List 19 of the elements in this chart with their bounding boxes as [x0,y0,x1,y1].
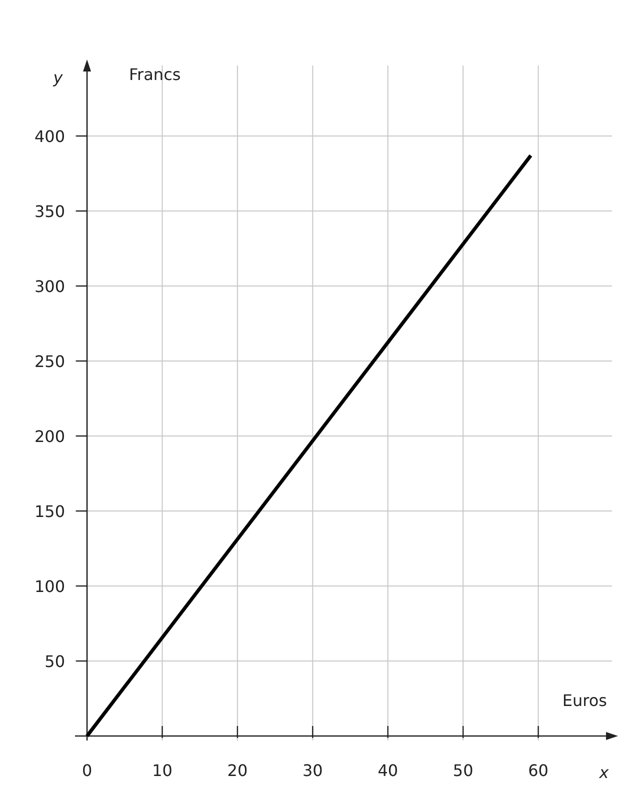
x-tick-label: 20 [227,761,248,780]
x-tick-label: 30 [302,761,323,780]
text: x [598,763,610,782]
y-tick-label: 150 [34,502,66,521]
y-axis-title: Francs [129,65,181,84]
y-tick-label: 250 [34,352,66,371]
y-tick-label: 300 [34,277,66,296]
y-tick-label: 50 [44,652,66,671]
x-tick-label: 50 [452,761,474,780]
text: y [52,68,64,87]
x-axis-title: Euros [562,691,607,710]
y-tick-label: 350 [34,202,66,221]
y-tick-label: 200 [34,427,66,446]
x-tick-label: 10 [152,761,172,780]
y-tick-label: 400 [34,127,66,146]
x-tick-label: 40 [378,761,398,780]
x-tick-label: 0 [82,761,92,780]
y-tick-label: 100 [34,577,66,596]
x-tick-label: 60 [528,761,548,780]
